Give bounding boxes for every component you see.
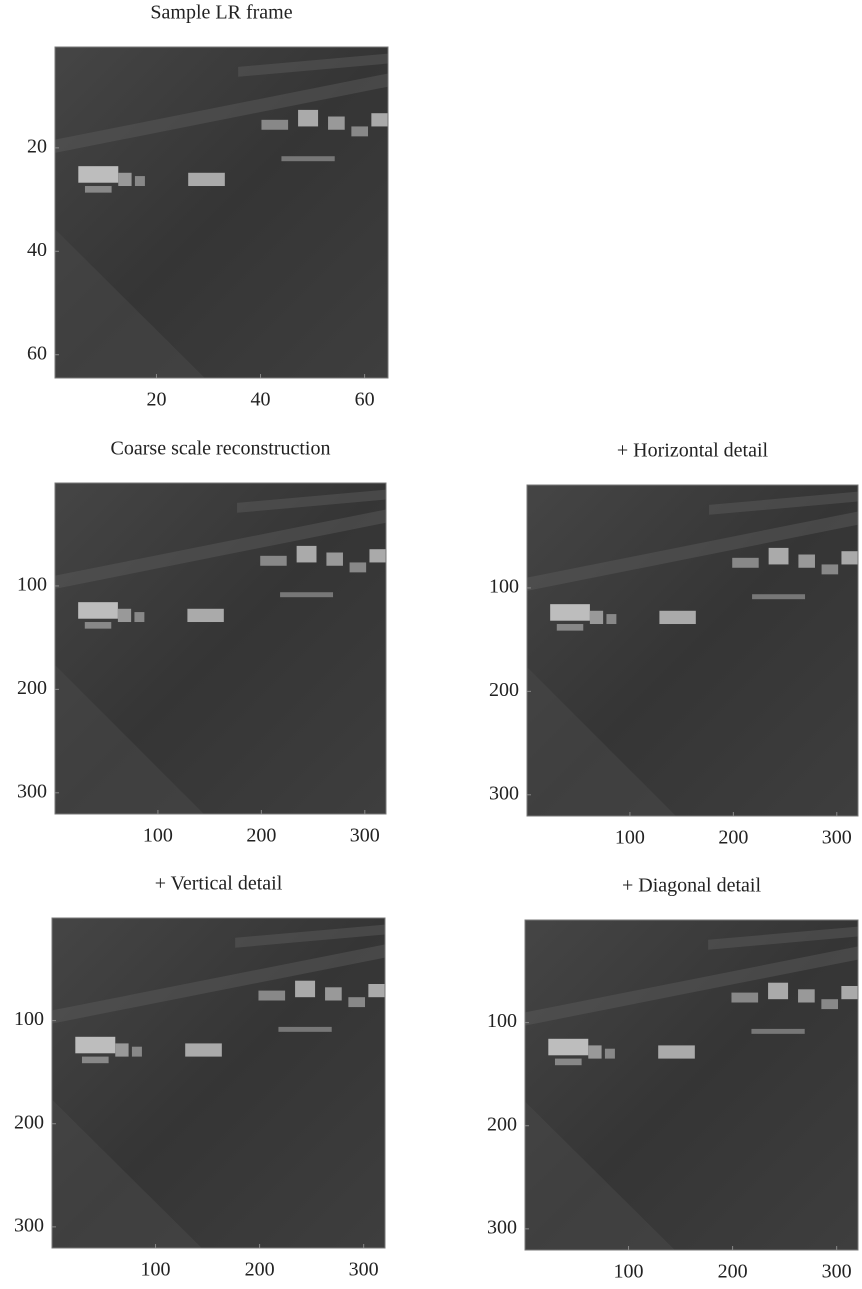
- y-tick-label: 300: [489, 782, 519, 804]
- image: [55, 483, 386, 814]
- x-tick-label: 100: [141, 1259, 171, 1281]
- image: [52, 918, 385, 1248]
- x-tick-label: 100: [143, 825, 173, 847]
- x-tick-label: 200: [245, 1259, 275, 1281]
- x-tick-label: 300: [822, 827, 852, 849]
- y-tick-label: 60: [27, 342, 47, 364]
- y-tick-label: 200: [489, 679, 519, 701]
- image: [527, 485, 858, 816]
- x-tick-label: 200: [718, 827, 748, 849]
- y-tick-label: 20: [27, 135, 47, 157]
- y-tick-label: 200: [17, 677, 47, 699]
- panel-title: Coarse scale reconstruction: [111, 438, 331, 460]
- x-tick-label: 100: [615, 827, 645, 849]
- x-tick-label: 200: [718, 1261, 748, 1283]
- x-tick-label: 300: [822, 1261, 852, 1283]
- figure: Sample LR frame 20 40 60 20 40 60 Coarse scale …: [0, 0, 862, 1284]
- y-tick-label: 100: [17, 574, 47, 596]
- y-tick-label: 200: [14, 1111, 44, 1133]
- x-tick-label: 100: [614, 1261, 644, 1283]
- y-tick-label: 100: [14, 1008, 44, 1030]
- y-tick-label: 200: [487, 1113, 517, 1135]
- y-tick-label: 300: [14, 1214, 44, 1236]
- panel-title: Sample LR frame: [150, 2, 292, 24]
- panel-title: + Vertical detail: [155, 873, 283, 895]
- y-tick-label: 300: [17, 780, 47, 802]
- y-tick-label: 40: [27, 239, 47, 261]
- panel-title: + Diagonal detail: [622, 875, 761, 897]
- x-tick-label: 40: [251, 389, 271, 411]
- y-tick-label: 300: [487, 1216, 517, 1238]
- panel-title: + Horizontal detail: [617, 440, 769, 462]
- x-tick-label: 20: [146, 389, 166, 411]
- x-tick-label: 300: [350, 825, 380, 847]
- image: [525, 920, 858, 1250]
- x-tick-label: 300: [349, 1259, 379, 1281]
- image: [55, 47, 388, 378]
- y-tick-label: 100: [487, 1010, 517, 1032]
- y-tick-label: 100: [489, 576, 519, 598]
- x-tick-label: 60: [355, 389, 375, 411]
- x-tick-label: 200: [246, 825, 276, 847]
